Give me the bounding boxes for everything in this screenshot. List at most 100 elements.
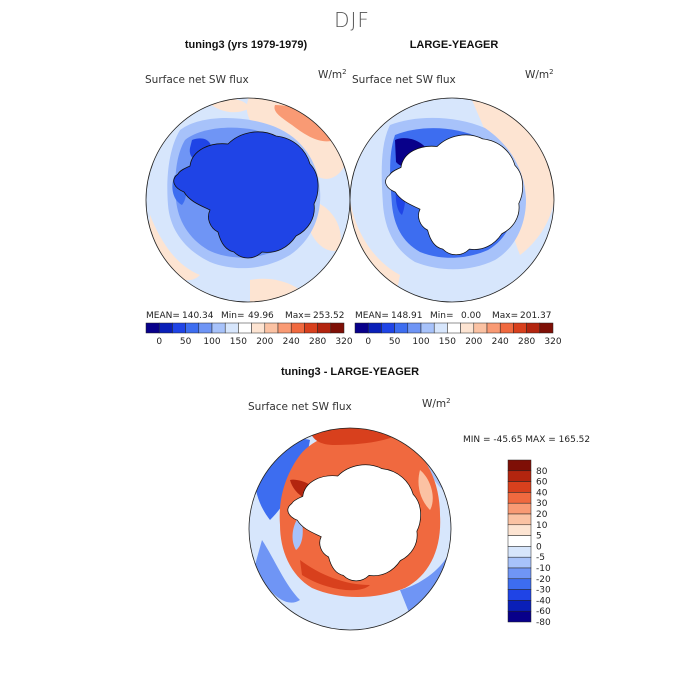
stat-mean-value: 148.91 bbox=[391, 311, 423, 321]
colorbar-model: 0 50 100 150 200 240 280 320 bbox=[145, 322, 353, 347]
stat-min-label: Min= bbox=[221, 311, 245, 321]
stat-mean-label: MEAN= bbox=[146, 311, 180, 321]
colorbar-model-tick-label: 150 bbox=[230, 337, 247, 347]
units-base: W/m bbox=[525, 69, 549, 81]
colorbar-model-swatch bbox=[185, 322, 200, 334]
colorbar-obs-swatch bbox=[433, 322, 448, 334]
colorbar-diff-swatch bbox=[507, 492, 532, 504]
units-exponent: 2 bbox=[342, 68, 346, 76]
stat-mean-value: 140.34 bbox=[182, 311, 214, 321]
colorbar-diff-swatch bbox=[507, 459, 532, 472]
colorbar-obs-tick-label: 240 bbox=[492, 337, 509, 347]
map-panel-obs: Surface net SW flux W/m2 bbox=[349, 68, 555, 303]
colorbar-diff-swatch bbox=[507, 481, 532, 493]
colorbar-obs-swatch bbox=[420, 322, 435, 334]
panel-title-obs: LARGE-YEAGER bbox=[410, 39, 499, 51]
units-base: W/m bbox=[422, 398, 446, 410]
colorbar-diff-swatch bbox=[507, 502, 532, 515]
colorbar-model-tick-label: 0 bbox=[156, 337, 162, 347]
colorbar-model-swatch bbox=[158, 322, 173, 334]
colorbar-obs-swatch bbox=[354, 322, 369, 334]
colorbar-model-tick-label: 320 bbox=[335, 337, 352, 347]
colorbar-diff-swatch bbox=[507, 578, 532, 590]
colorbar-model-swatch bbox=[224, 322, 239, 334]
units-label: W/m2 bbox=[422, 397, 451, 410]
stats-obs: MEAN= 148.91 Min= 0.00 Max= 201.37 bbox=[355, 311, 552, 321]
colorbar-model-tick-label: 100 bbox=[203, 337, 220, 347]
panel-title-model: tuning3 (yrs 1979-1979) bbox=[185, 39, 308, 51]
stats-model: MEAN= 140.34 Min= 49.96 Max= 253.52 bbox=[146, 311, 345, 321]
colorbar-obs-swatch bbox=[394, 322, 409, 334]
colorbar-obs-swatch bbox=[526, 322, 541, 334]
colorbar-diff-tick-label: 60 bbox=[536, 478, 548, 488]
map-panel-difference: Surface net SW flux W/m2 MIN = -45.65 MA… bbox=[248, 397, 590, 631]
colorbar-model-swatch bbox=[172, 322, 186, 334]
colorbar-obs-tick-label: 320 bbox=[544, 337, 561, 347]
colorbar-diff-tick-label: -60 bbox=[536, 607, 551, 617]
stat-max-label: Max= bbox=[492, 311, 518, 321]
colorbar-obs-tick-label: 100 bbox=[412, 337, 429, 347]
units-exponent: 2 bbox=[446, 397, 450, 405]
colorbar-model-swatch bbox=[317, 322, 332, 334]
colorbar-obs-tick-label: 280 bbox=[518, 337, 535, 347]
colorbar-diff-swatch bbox=[507, 470, 532, 482]
colorbar-obs-tick-label: 200 bbox=[465, 337, 482, 347]
colorbar-model-swatch bbox=[330, 322, 345, 334]
stat-min-value: 49.96 bbox=[248, 311, 274, 321]
colorbar-model-swatch bbox=[290, 322, 305, 334]
colorbar-diff-swatch bbox=[507, 589, 532, 601]
colorbar-obs-swatch bbox=[539, 322, 554, 334]
colorbar-model-swatch bbox=[304, 322, 318, 334]
colorbar-diff-tick-label: 20 bbox=[536, 510, 548, 520]
colorbar-diff-tick-label: -20 bbox=[536, 575, 551, 585]
units-label: W/m2 bbox=[318, 68, 347, 81]
colorbar-obs-swatch bbox=[447, 322, 461, 334]
colorbar-diff-swatch bbox=[507, 524, 532, 536]
units-exponent: 2 bbox=[549, 68, 553, 76]
stat-max-value: 253.52 bbox=[313, 311, 345, 321]
season-title: DJF bbox=[334, 8, 370, 32]
colorbar-diff-tick-label: 80 bbox=[536, 467, 548, 477]
colorbar-obs-swatch bbox=[499, 322, 514, 334]
colorbar-model-tick-label: 50 bbox=[180, 337, 192, 347]
variable-label: Surface net SW flux bbox=[145, 74, 249, 86]
colorbar-obs-tick-label: 150 bbox=[439, 337, 456, 347]
colorbar-model-swatch bbox=[145, 322, 160, 334]
units-label: W/m2 bbox=[525, 68, 554, 81]
colorbar-obs-swatch bbox=[407, 322, 422, 334]
colorbar-diff-tick-label: 40 bbox=[536, 488, 548, 498]
colorbar-diff-swatch bbox=[507, 546, 532, 558]
colorbar-diff-tick-label: 0 bbox=[536, 542, 542, 552]
colorbar-diff-tick-label: 30 bbox=[536, 499, 548, 509]
stat-mean-label: MEAN= bbox=[355, 311, 389, 321]
colorbar-diff-swatch bbox=[507, 556, 532, 569]
panel-title-diff: tuning3 - LARGE-YEAGER bbox=[281, 366, 419, 378]
colorbar-model-swatch bbox=[264, 322, 279, 334]
colorbar-obs-swatch bbox=[486, 322, 501, 334]
colorbar-diff-tick-label: -30 bbox=[536, 586, 551, 596]
colorbar-model-tick-label: 200 bbox=[256, 337, 273, 347]
colorbar-model-swatch bbox=[251, 322, 266, 334]
colorbar-obs-swatch bbox=[513, 322, 527, 334]
colorbar-diff-swatch bbox=[507, 535, 532, 547]
colorbar-model-swatch bbox=[211, 322, 226, 334]
colorbar-model-swatch bbox=[277, 322, 292, 334]
stat-min-value: 0.00 bbox=[461, 311, 481, 321]
colorbar-obs: 0 50 100 150 200 240 280 320 bbox=[354, 322, 562, 347]
diff-stats: MIN = -45.65 MAX = 165.52 bbox=[463, 435, 590, 445]
colorbar-model-swatch bbox=[238, 322, 252, 334]
colorbar-obs-swatch bbox=[367, 322, 382, 334]
colorbar-obs-swatch bbox=[460, 322, 475, 334]
colorbar-model-swatch bbox=[198, 322, 213, 334]
colorbar-diff-tick-label: -80 bbox=[536, 618, 551, 628]
colorbar-model-tick-label: 280 bbox=[309, 337, 326, 347]
colorbar-model-tick-label: 240 bbox=[283, 337, 300, 347]
colorbar-diff-tick-label: -10 bbox=[536, 564, 551, 574]
colorbar-diff-tick-label: -40 bbox=[536, 596, 551, 606]
colorbar-diff-tick-label: -5 bbox=[536, 553, 545, 563]
colorbar-obs-swatch bbox=[381, 322, 395, 334]
colorbar-obs-tick-label: 0 bbox=[365, 337, 371, 347]
colorbar-diff-swatch bbox=[507, 600, 532, 612]
